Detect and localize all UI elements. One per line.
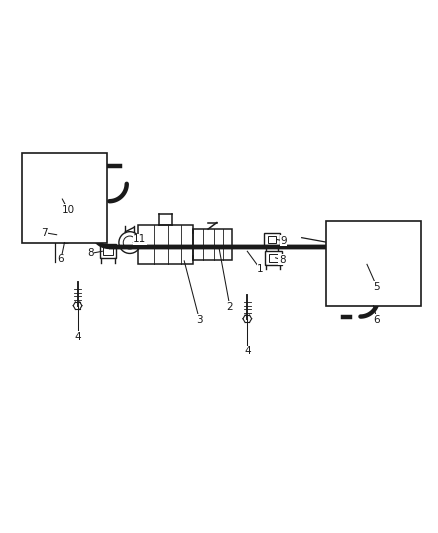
Text: 6: 6 [58, 254, 64, 264]
Circle shape [91, 179, 95, 182]
Text: 4: 4 [74, 332, 81, 342]
Text: 5: 5 [374, 282, 380, 292]
Text: 10: 10 [61, 205, 74, 215]
Text: 2: 2 [226, 302, 233, 312]
Text: 6: 6 [374, 314, 380, 325]
Bar [22, 154, 107, 243]
Bar [100, 244, 116, 259]
Bar [265, 251, 282, 265]
Bar [268, 236, 276, 243]
Text: 11: 11 [133, 234, 146, 244]
Circle shape [49, 215, 54, 220]
Bar [193, 229, 232, 261]
Text: 1: 1 [257, 264, 264, 274]
Circle shape [395, 274, 400, 279]
Bar [103, 247, 113, 255]
Text: 3: 3 [196, 314, 203, 325]
Bar [269, 254, 278, 262]
Bar [138, 225, 193, 264]
Text: 4: 4 [244, 346, 251, 357]
Text: 8: 8 [279, 255, 286, 265]
Bar [265, 233, 280, 246]
Circle shape [339, 250, 343, 254]
Text: 8: 8 [87, 248, 94, 259]
Bar [325, 221, 421, 305]
Text: 7: 7 [41, 228, 47, 238]
Text: 9: 9 [280, 236, 287, 246]
